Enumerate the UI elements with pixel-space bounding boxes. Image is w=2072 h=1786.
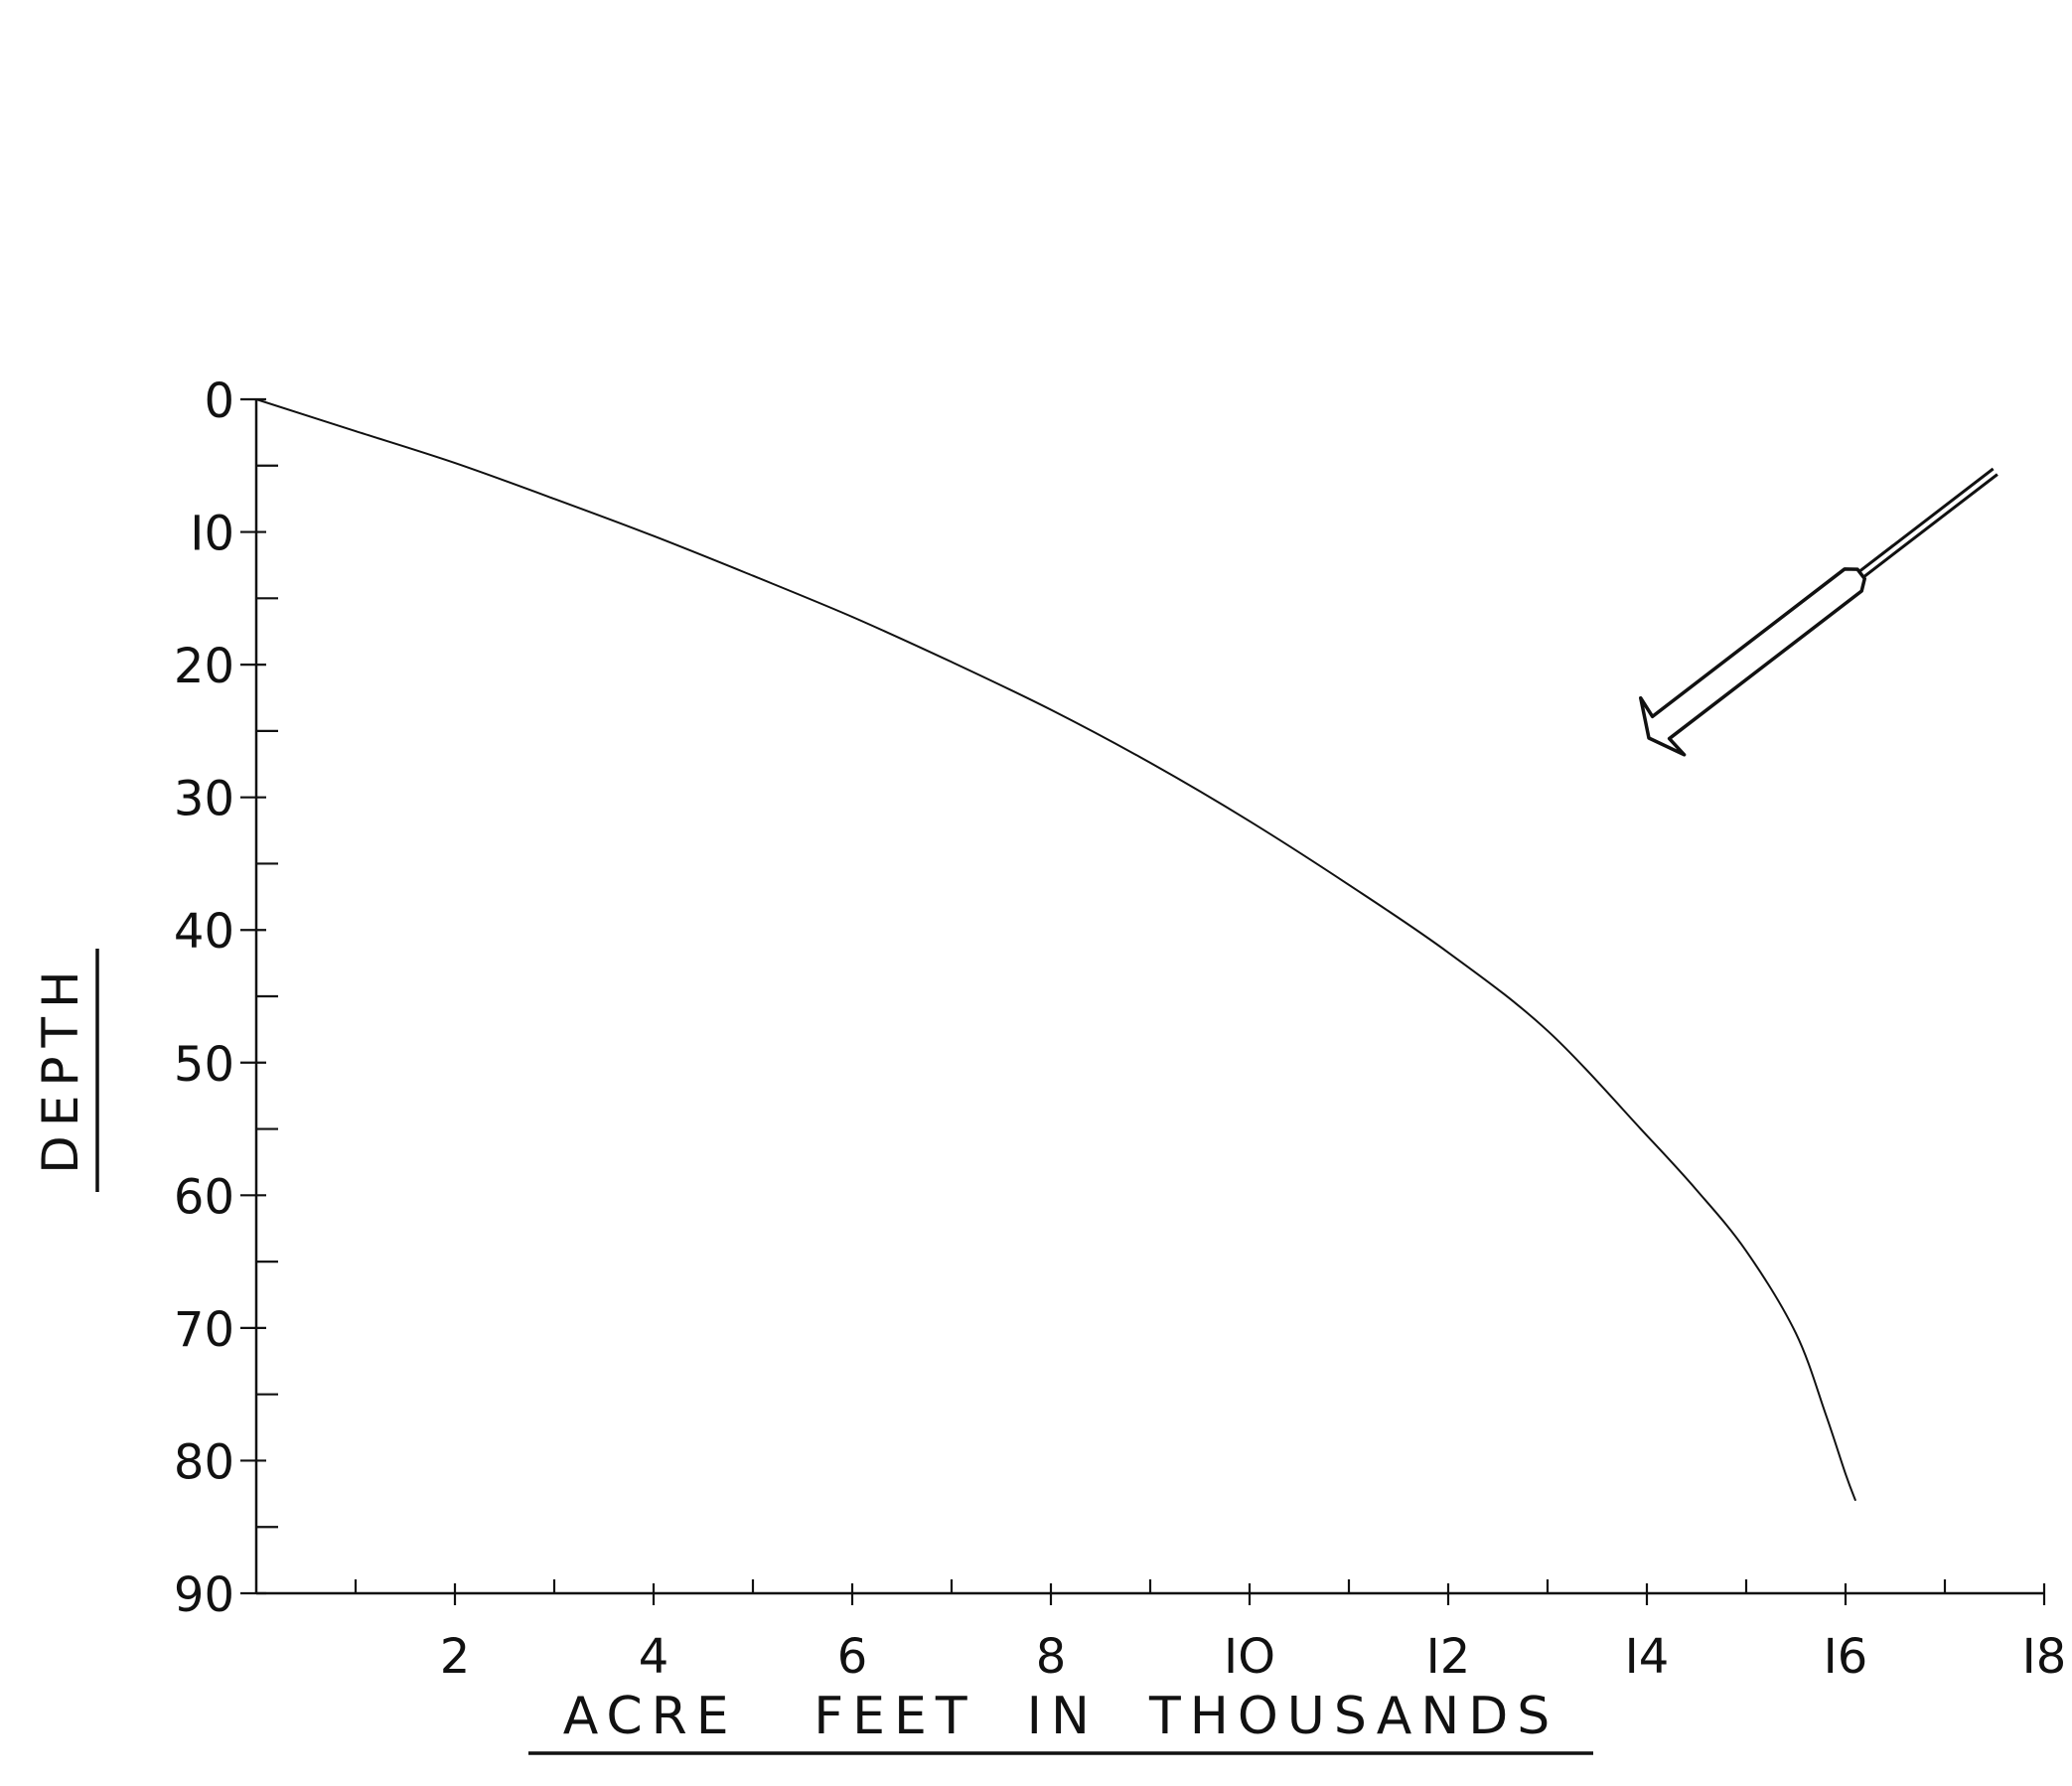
data-point — [553, 498, 555, 500]
data-point — [1745, 1250, 1747, 1253]
arrow-annotation — [1639, 467, 1998, 757]
y-tick-label: 50 — [174, 1037, 234, 1093]
x-axis-title: ACRE FEET IN THOUSANDS — [563, 1687, 1559, 1746]
data-point — [454, 462, 456, 464]
arrow-head-icon — [1639, 567, 1866, 757]
y-tick-label: 20 — [174, 639, 234, 694]
y-tick-label: 90 — [174, 1567, 234, 1623]
data-point — [1348, 884, 1350, 886]
y-tick-label: I0 — [190, 507, 234, 562]
series-layer — [255, 398, 1856, 1502]
arrow-shaft — [1862, 473, 1998, 579]
x-tick-label: I2 — [1426, 1629, 1471, 1685]
data-point — [1547, 1030, 1549, 1032]
y-tick-label: 30 — [174, 772, 234, 827]
data-point — [1447, 952, 1449, 954]
x-tick-label: IO — [1224, 1629, 1275, 1685]
data-point — [851, 616, 853, 618]
x-tick-label: 4 — [639, 1629, 669, 1685]
x-tick-label: 2 — [440, 1629, 471, 1685]
data-point — [1795, 1332, 1797, 1334]
axes — [254, 399, 2044, 1595]
x-tick-label: I4 — [1625, 1629, 1670, 1685]
y-tick-label: 0 — [204, 373, 234, 429]
data-point — [1854, 1499, 1856, 1502]
y-tick-label: 70 — [174, 1302, 234, 1358]
x-tick-label: I8 — [2022, 1629, 2067, 1685]
data-point — [752, 575, 754, 577]
y-tick-label: 60 — [174, 1169, 234, 1225]
x-axis-ticks: 2 4 6 8 IO I2 I4 I6 I8 — [354, 1579, 2067, 1685]
y-tick-label: 40 — [174, 904, 234, 960]
data-point — [355, 430, 357, 432]
data-point — [255, 398, 257, 400]
data-point — [1050, 708, 1052, 711]
data-point — [1696, 1189, 1698, 1191]
x-tick-label: 8 — [1036, 1629, 1067, 1685]
data-point — [1149, 762, 1151, 764]
y-axis-ticks: 0 I0 20 30 40 50 60 70 80 90 — [174, 373, 278, 1623]
y-axis-title: DEPTH — [32, 962, 89, 1173]
data-point — [1646, 1134, 1648, 1136]
arrow-shaft — [1857, 467, 1995, 573]
data-point — [1845, 1473, 1847, 1475]
x-tick-label: I6 — [1824, 1629, 1868, 1685]
data-point — [1249, 820, 1251, 822]
data-point — [951, 661, 953, 664]
data-point — [653, 534, 655, 537]
x-tick-label: 6 — [837, 1629, 868, 1685]
y-tick-label: 80 — [174, 1434, 234, 1490]
depth-capacity-curve — [255, 398, 1856, 1501]
